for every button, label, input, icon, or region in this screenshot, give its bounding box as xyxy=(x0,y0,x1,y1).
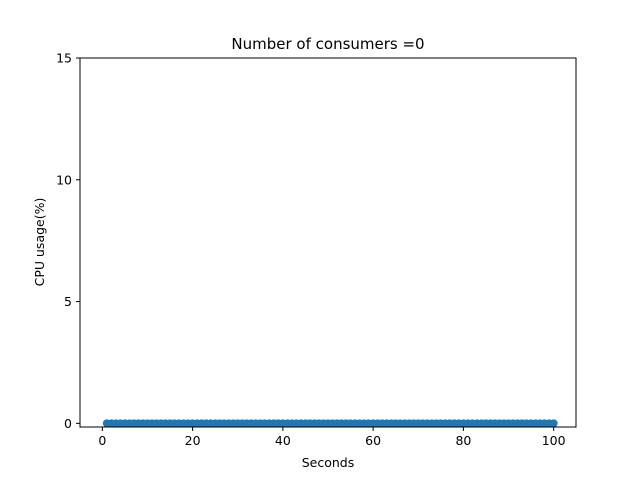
x-tick-label: 0 xyxy=(98,433,106,448)
y-tick-label: 0 xyxy=(64,416,72,431)
data-points xyxy=(102,419,558,428)
y-tick-label: 5 xyxy=(64,294,72,309)
y-axis: 0 5 10 15 xyxy=(56,51,80,431)
y-axis-label: CPU usage(%) xyxy=(32,198,47,287)
y-tick-label: 10 xyxy=(56,172,72,187)
chart-title: Number of consumers =0 xyxy=(231,35,424,53)
y-tick-label: 15 xyxy=(56,51,72,66)
plot-area xyxy=(79,57,577,428)
data-point xyxy=(549,419,558,428)
x-tick-label: 40 xyxy=(275,433,291,448)
x-tick-label: 80 xyxy=(455,433,471,448)
x-tick-label: 100 xyxy=(542,433,566,448)
x-axis: 0 20 40 60 80 100 xyxy=(98,427,566,448)
x-tick-label: 20 xyxy=(185,433,201,448)
x-tick-label: 60 xyxy=(365,433,381,448)
x-axis-label: Seconds xyxy=(302,455,355,470)
